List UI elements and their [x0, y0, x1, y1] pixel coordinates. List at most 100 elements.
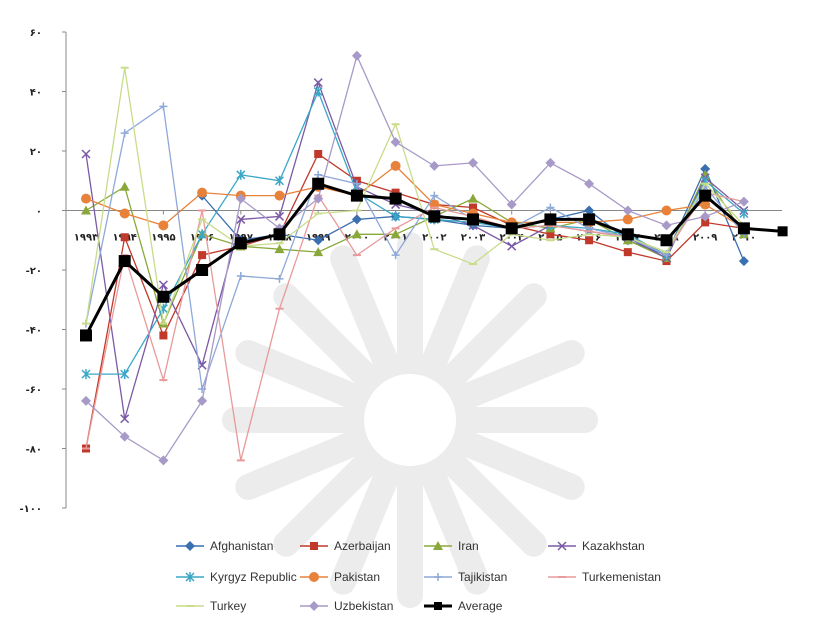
legend-entry: Uzbekistan: [300, 599, 393, 613]
data-point: [434, 602, 442, 610]
data-point: [235, 193, 246, 204]
data-point: [506, 199, 517, 210]
data-point: [467, 213, 479, 226]
x-tick-label: ۲۰۰۹: [693, 233, 717, 244]
series-line: [85, 153, 744, 449]
data-point: [309, 572, 319, 582]
y-tick-label: ۴۰: [30, 88, 42, 99]
data-point: [429, 160, 440, 171]
watermark-ring: [346, 356, 474, 484]
data-point: [313, 86, 323, 97]
data-point: [545, 157, 556, 168]
series-average: [80, 177, 788, 342]
watermark-petal: [419, 462, 490, 595]
data-point: [700, 163, 711, 174]
x-tick-label: ۲۰۰۳: [461, 233, 485, 244]
data-point: [313, 193, 324, 204]
data-point: [314, 149, 323, 158]
watermark-petal: [439, 283, 547, 391]
data-point: [81, 205, 91, 215]
x-tick-label: ۱۹۹۵: [151, 233, 175, 244]
data-point: [737, 222, 750, 235]
y-tick-label: ۰: [36, 207, 42, 218]
data-point: [546, 230, 555, 239]
legend-entry: Kazakhstan: [548, 539, 645, 553]
data-point: [119, 208, 130, 219]
data-point: [505, 222, 518, 235]
legend-label: Turkey: [210, 599, 246, 613]
data-point: [433, 541, 443, 550]
legend-entry: Turkemenistan: [548, 570, 661, 584]
data-point: [119, 181, 130, 191]
data-point: [777, 226, 788, 237]
legend-label: Kazakhstan: [582, 539, 645, 553]
data-point: [236, 214, 246, 224]
data-point: [313, 235, 324, 246]
x-tick-label: ۲۰۰۴: [499, 233, 523, 244]
data-point: [699, 189, 712, 202]
data-point: [351, 50, 362, 61]
y-tick-label: -۶۰: [26, 385, 42, 396]
data-point: [310, 542, 318, 550]
legend-entry: Average: [424, 599, 503, 613]
data-point: [661, 220, 672, 231]
data-point: [557, 541, 567, 551]
data-point: [158, 220, 169, 231]
data-point: [119, 431, 130, 442]
data-point: [314, 170, 323, 179]
data-point: [81, 149, 91, 159]
data-point: [738, 196, 749, 207]
data-point: [468, 193, 478, 203]
x-tick-label: ۲۰۰۲: [422, 233, 446, 244]
legend-label: Afghanistan: [210, 539, 273, 553]
data-point: [738, 256, 749, 267]
data-point: [622, 205, 633, 216]
legend: Afghanistan Azerbaijan Iran Kazakhstan Kyrgy…: [176, 539, 661, 613]
data-point: [351, 229, 362, 239]
data-point: [274, 244, 285, 254]
data-point: [196, 264, 209, 276]
data-point: [701, 218, 710, 227]
data-point: [546, 203, 555, 212]
data-point: [158, 455, 169, 466]
data-point: [660, 234, 673, 247]
legend-entry: Pakistan: [300, 570, 380, 584]
data-point: [700, 211, 711, 222]
watermark-petal: [452, 429, 585, 500]
data-point: [198, 251, 207, 260]
data-point: [623, 248, 632, 257]
data-point: [118, 255, 131, 268]
data-point: [390, 229, 401, 239]
watermark-petal: [273, 283, 381, 391]
y-tick-label: -۸۰: [26, 445, 42, 456]
legend-label: Turkemenistan: [582, 570, 661, 584]
x-tick-label: ۱۹۹۳: [74, 233, 98, 244]
data-point: [197, 187, 208, 198]
data-point: [81, 193, 91, 204]
data-point: [159, 102, 168, 111]
data-point: [274, 190, 285, 201]
legend-entry: Tajikistan: [424, 570, 507, 584]
data-point: [120, 129, 129, 138]
data-point: [274, 211, 285, 221]
data-point: [434, 573, 442, 581]
data-point: [234, 237, 247, 250]
watermark-petal: [419, 245, 490, 378]
data-point: [185, 541, 195, 551]
data-point: [236, 169, 246, 180]
data-point: [544, 213, 557, 226]
data-point: [81, 369, 91, 380]
y-tick-label: -۱۰۰: [20, 504, 42, 515]
data-point: [158, 280, 168, 290]
data-point: [159, 331, 168, 340]
data-point: [197, 395, 208, 406]
legend-label: Average: [458, 599, 503, 613]
y-tick-label: -۲۰: [26, 266, 42, 277]
legend-entry: Afghanistan: [176, 539, 273, 553]
legend-entry: Azerbaijan: [300, 539, 391, 553]
watermark-petal: [235, 429, 368, 500]
data-point: [661, 205, 672, 216]
legend-label: Azerbaijan: [334, 539, 391, 553]
watermark-petal: [439, 449, 547, 557]
